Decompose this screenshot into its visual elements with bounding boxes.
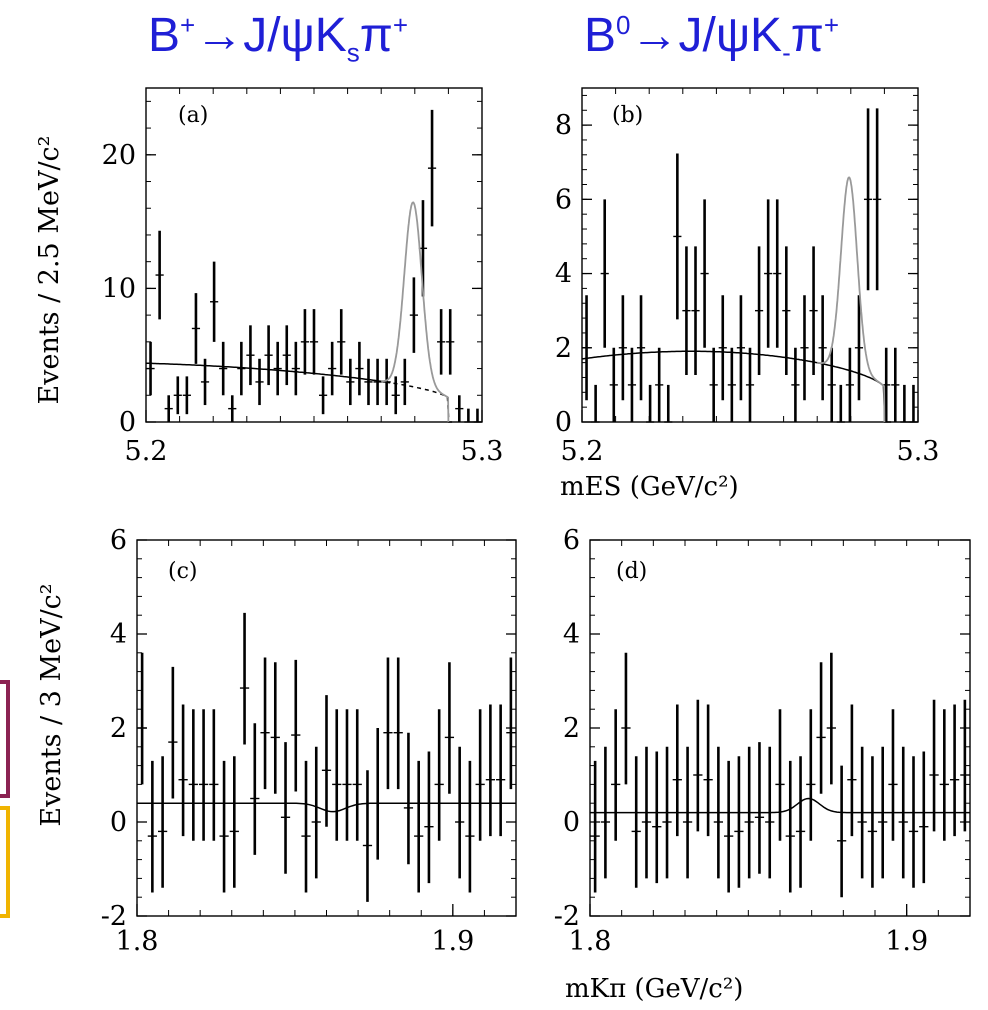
x-tick-label: 5.2 [125, 436, 168, 467]
signal-fit-line [381, 201, 450, 422]
panel-label: (b) [612, 103, 643, 128]
y-tick-label: -2 [554, 901, 580, 932]
x-tick-label: 1.8 [116, 926, 159, 957]
y-tick-label: 2 [110, 713, 127, 744]
y-tick-label: 4 [563, 619, 580, 650]
y-tick-label: 20 [102, 140, 136, 171]
x-tick-label: 5.2 [561, 436, 604, 467]
y-tick-label: 6 [110, 525, 127, 556]
y-tick-label: 0 [119, 407, 136, 438]
y-tick-label: 0 [110, 807, 127, 838]
top-y-axis-label: Events / 2.5 MeV/c² [34, 136, 65, 405]
panel-a: (a) 0 10 20 5.2 5.3 [102, 87, 504, 467]
y-tick-label: 2 [555, 333, 572, 364]
top-x-axis-label: mES (GeV/c²) [560, 472, 739, 502]
bottom-x-axis-label: mKπ (GeV/c²) [565, 974, 743, 1004]
signal-fit-line [817, 176, 886, 423]
y-tick-label: 4 [110, 619, 127, 650]
panel-c: (c) -2 0 2 4 6 1.8 1.9 [101, 525, 517, 957]
x-tick-label: 5.3 [461, 436, 504, 467]
panel-b: (b) 0 2 4 6 8 5.2 5.3 [555, 87, 940, 467]
fit-line [590, 797, 970, 814]
highlight-bracket-purple [0, 680, 10, 798]
x-tick-label: 1.9 [431, 926, 474, 957]
panel-label: (c) [168, 559, 198, 584]
fit-line [137, 802, 516, 813]
panel-d: (d) -2 0 2 4 6 1.8 1.9 [554, 525, 971, 957]
y-tick-label: 4 [555, 259, 572, 290]
x-tick-label: 5.3 [897, 436, 940, 467]
y-tick-label: 8 [555, 110, 572, 141]
panel-label: (a) [178, 103, 208, 128]
highlight-bracket-yellow [0, 806, 10, 918]
y-tick-label: 10 [102, 273, 136, 304]
title-left: B+→J/ψKsπ+ [148, 9, 409, 68]
y-tick-label: 2 [563, 713, 580, 744]
x-tick-label: 1.8 [569, 926, 612, 957]
y-tick-label: 6 [563, 525, 580, 556]
bottom-y-axis-label: Events / 3 MeV/c² [36, 583, 67, 826]
panel-label: (d) [616, 559, 647, 584]
x-tick-label: 1.9 [885, 926, 928, 957]
y-tick-label: -2 [101, 901, 127, 932]
background-fit-line [581, 350, 892, 423]
y-tick-label: 6 [555, 184, 572, 215]
background-fit-line [145, 362, 391, 384]
title-right: B0→J/ψK-π+ [584, 9, 840, 68]
y-tick-label: 0 [555, 407, 572, 438]
y-tick-label: 0 [563, 807, 580, 838]
